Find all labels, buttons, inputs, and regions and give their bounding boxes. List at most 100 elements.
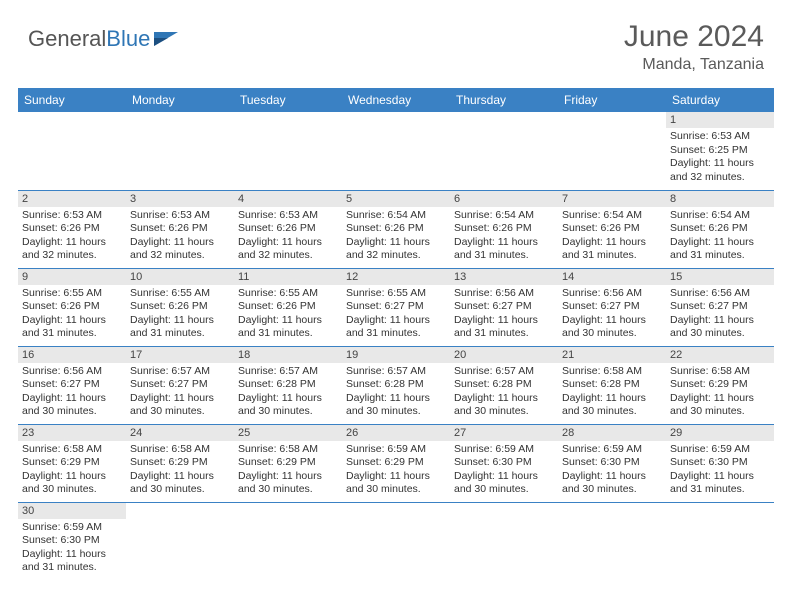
day-info: Sunrise: 6:56 AMSunset: 6:27 PMDaylight:… — [562, 287, 662, 342]
day-info: Sunrise: 6:55 AMSunset: 6:26 PMDaylight:… — [238, 287, 338, 342]
sunrise-text: Sunrise: 6:58 AM — [22, 443, 122, 457]
day-number: 11 — [234, 269, 342, 285]
sunset-text: Sunset: 6:26 PM — [238, 300, 338, 314]
sunrise-text: Sunrise: 6:56 AM — [670, 287, 770, 301]
weekday-wednesday: Wednesday — [342, 88, 450, 112]
day-number: 8 — [666, 191, 774, 207]
daylight-text: Daylight: 11 hours and 31 minutes. — [130, 314, 230, 341]
sunrise-text: Sunrise: 6:53 AM — [22, 209, 122, 223]
title-block: June 2024 Manda, Tanzania — [624, 20, 764, 74]
empty-cell — [126, 502, 234, 580]
day-info: Sunrise: 6:57 AMSunset: 6:27 PMDaylight:… — [130, 365, 230, 420]
sunset-text: Sunset: 6:27 PM — [346, 300, 446, 314]
day-number: 14 — [558, 269, 666, 285]
logo-text-1: General — [28, 26, 106, 52]
sunrise-text: Sunrise: 6:57 AM — [346, 365, 446, 379]
day-info: Sunrise: 6:53 AMSunset: 6:25 PMDaylight:… — [670, 130, 770, 185]
empty-cell — [450, 502, 558, 580]
day-number: 27 — [450, 425, 558, 441]
day-number: 7 — [558, 191, 666, 207]
day-info: Sunrise: 6:58 AMSunset: 6:29 PMDaylight:… — [22, 443, 122, 498]
daylight-text: Daylight: 11 hours and 31 minutes. — [562, 236, 662, 263]
empty-cell — [450, 112, 558, 190]
daylight-text: Daylight: 11 hours and 32 minutes. — [130, 236, 230, 263]
day-number: 6 — [450, 191, 558, 207]
sunset-text: Sunset: 6:28 PM — [346, 378, 446, 392]
daylight-text: Daylight: 11 hours and 30 minutes. — [454, 470, 554, 497]
day-cell: 26Sunrise: 6:59 AMSunset: 6:29 PMDayligh… — [342, 424, 450, 502]
daylight-text: Daylight: 11 hours and 30 minutes. — [562, 392, 662, 419]
day-cell: 27Sunrise: 6:59 AMSunset: 6:30 PMDayligh… — [450, 424, 558, 502]
day-number: 23 — [18, 425, 126, 441]
sunrise-text: Sunrise: 6:57 AM — [454, 365, 554, 379]
day-info: Sunrise: 6:56 AMSunset: 6:27 PMDaylight:… — [454, 287, 554, 342]
sunset-text: Sunset: 6:25 PM — [670, 144, 770, 158]
sunset-text: Sunset: 6:27 PM — [454, 300, 554, 314]
day-cell: 13 Sunrise: 6:56 AMSunset: 6:27 PMDayligh… — [450, 268, 558, 346]
day-cell: 2Sunrise: 6:53 AMSunset: 6:26 PMDaylight… — [18, 190, 126, 268]
day-number: 28 — [558, 425, 666, 441]
logo: GeneralBlue — [28, 26, 180, 52]
day-info: Sunrise: 6:55 AMSunset: 6:27 PMDaylight:… — [346, 287, 446, 342]
daylight-text: Daylight: 11 hours and 30 minutes. — [238, 392, 338, 419]
day-cell: 10Sunrise: 6:55 AMSunset: 6:26 PMDayligh… — [126, 268, 234, 346]
day-number: 4 — [234, 191, 342, 207]
location: Manda, Tanzania — [624, 56, 764, 74]
sunrise-text: Sunrise: 6:55 AM — [346, 287, 446, 301]
sunrise-text: Sunrise: 6:55 AM — [238, 287, 338, 301]
day-cell: 23 Sunrise: 6:58 AMSunset: 6:29 PMDayligh… — [18, 424, 126, 502]
weekday-saturday: Saturday — [666, 88, 774, 112]
sunrise-text: Sunrise: 6:59 AM — [562, 443, 662, 457]
sunrise-text: Sunrise: 6:59 AM — [22, 521, 122, 535]
day-info: Sunrise: 6:54 AMSunset: 6:26 PMDaylight:… — [346, 209, 446, 264]
sunset-text: Sunset: 6:27 PM — [22, 378, 122, 392]
sunrise-text: Sunrise: 6:58 AM — [670, 365, 770, 379]
day-info: Sunrise: 6:58 AMSunset: 6:28 PMDaylight:… — [562, 365, 662, 420]
daylight-text: Daylight: 11 hours and 32 minutes. — [238, 236, 338, 263]
sunrise-text: Sunrise: 6:57 AM — [130, 365, 230, 379]
day-cell: 28Sunrise: 6:59 AMSunset: 6:30 PMDayligh… — [558, 424, 666, 502]
sunrise-text: Sunrise: 6:58 AM — [562, 365, 662, 379]
day-number: 1 — [666, 112, 774, 128]
sunrise-text: Sunrise: 6:58 AM — [130, 443, 230, 457]
day-info: Sunrise: 6:58 AMSunset: 6:29 PMDaylight:… — [130, 443, 230, 498]
day-info: Sunrise: 6:57 AMSunset: 6:28 PMDaylight:… — [346, 365, 446, 420]
sunset-text: Sunset: 6:26 PM — [346, 222, 446, 236]
daylight-text: Daylight: 11 hours and 31 minutes. — [22, 548, 122, 575]
daylight-text: Daylight: 11 hours and 31 minutes. — [670, 470, 770, 497]
daylight-text: Daylight: 11 hours and 30 minutes. — [346, 470, 446, 497]
day-number: 13 — [450, 269, 558, 285]
day-info: Sunrise: 6:59 AMSunset: 6:29 PMDaylight:… — [346, 443, 446, 498]
sunset-text: Sunset: 6:30 PM — [22, 534, 122, 548]
sunset-text: Sunset: 6:26 PM — [22, 300, 122, 314]
day-cell: 8Sunrise: 6:54 AMSunset: 6:26 PMDaylight… — [666, 190, 774, 268]
day-cell: 25Sunrise: 6:58 AMSunset: 6:29 PMDayligh… — [234, 424, 342, 502]
daylight-text: Daylight: 11 hours and 30 minutes. — [670, 314, 770, 341]
daylight-text: Daylight: 11 hours and 31 minutes. — [22, 314, 122, 341]
day-cell: 11 Sunrise: 6:55 AMSunset: 6:26 PMDayligh… — [234, 268, 342, 346]
daylight-text: Daylight: 11 hours and 31 minutes. — [454, 314, 554, 341]
daylight-text: Daylight: 11 hours and 30 minutes. — [130, 392, 230, 419]
empty-cell — [234, 112, 342, 190]
day-number: 15 — [666, 269, 774, 285]
day-cell: 22Sunrise: 6:58 AMSunset: 6:29 PMDayligh… — [666, 346, 774, 424]
sunset-text: Sunset: 6:26 PM — [130, 300, 230, 314]
logo-flag-icon — [154, 30, 180, 48]
sunrise-text: Sunrise: 6:56 AM — [22, 365, 122, 379]
sunset-text: Sunset: 6:28 PM — [238, 378, 338, 392]
sunset-text: Sunset: 6:29 PM — [22, 456, 122, 470]
daylight-text: Daylight: 11 hours and 30 minutes. — [22, 470, 122, 497]
sunrise-text: Sunrise: 6:57 AM — [238, 365, 338, 379]
month-title: June 2024 — [624, 20, 764, 54]
sunrise-text: Sunrise: 6:56 AM — [562, 287, 662, 301]
sunrise-text: Sunrise: 6:53 AM — [130, 209, 230, 223]
empty-cell — [342, 502, 450, 580]
day-cell: 3Sunrise: 6:53 AMSunset: 6:26 PMDaylight… — [126, 190, 234, 268]
sunset-text: Sunset: 6:29 PM — [130, 456, 230, 470]
sunset-text: Sunset: 6:30 PM — [562, 456, 662, 470]
day-info: Sunrise: 6:54 AMSunset: 6:26 PMDaylight:… — [454, 209, 554, 264]
sunrise-text: Sunrise: 6:53 AM — [670, 130, 770, 144]
week-row: 30Sunrise: 6:59 AMSunset: 6:30 PMDayligh… — [18, 502, 774, 580]
weekday-sunday: Sunday — [18, 88, 126, 112]
day-info: Sunrise: 6:57 AMSunset: 6:28 PMDaylight:… — [454, 365, 554, 420]
